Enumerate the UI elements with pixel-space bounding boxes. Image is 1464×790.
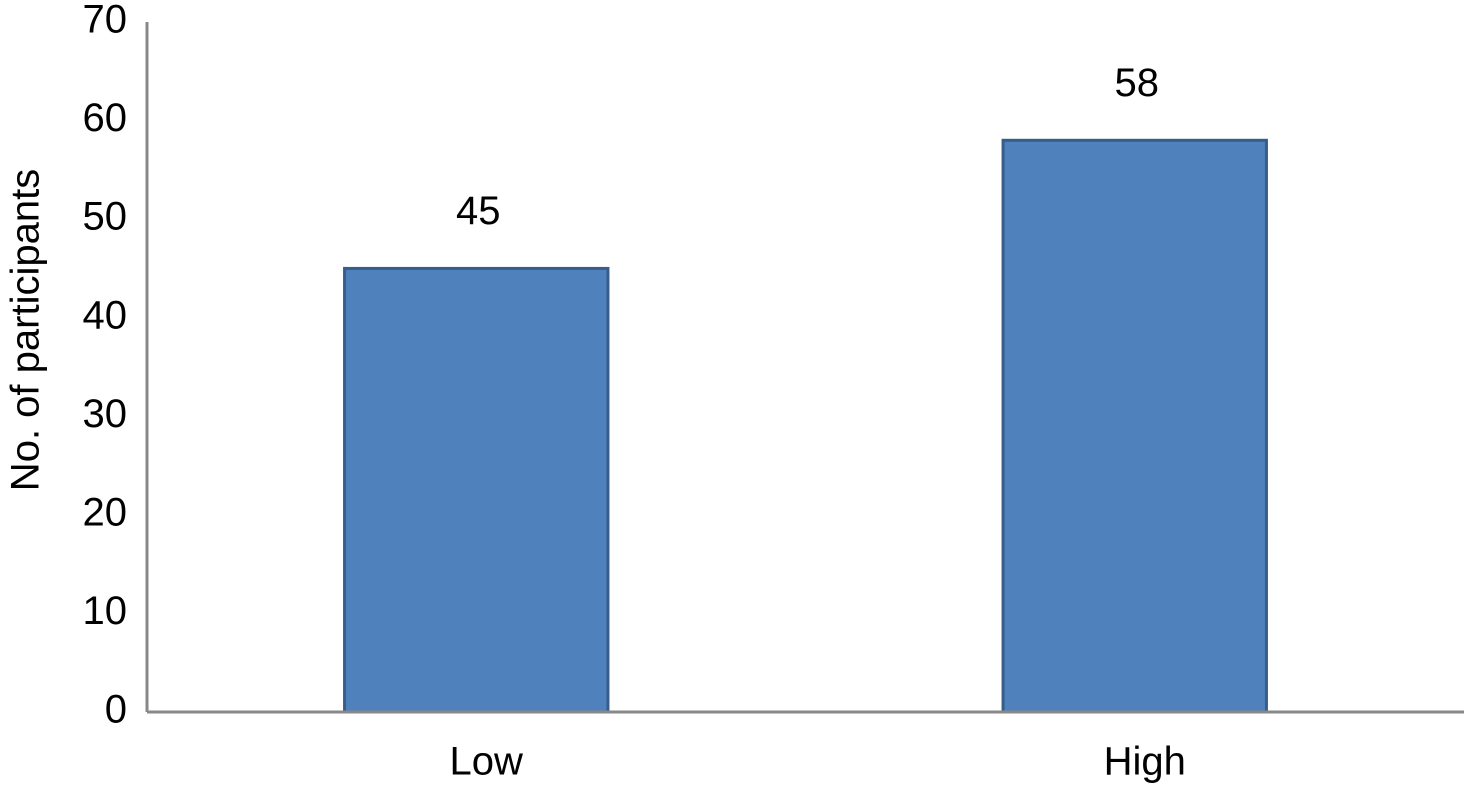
- y-tick-label: 40: [83, 293, 128, 337]
- data-label: 58: [1115, 61, 1160, 105]
- x-tick-label: High: [1104, 740, 1186, 784]
- y-tick-label: 0: [105, 688, 127, 732]
- y-tick-label: 10: [83, 589, 128, 633]
- y-tick-label: 30: [83, 392, 128, 436]
- data-label: 45: [456, 189, 501, 233]
- y-tick-label: 70: [83, 0, 128, 42]
- bar: [1001, 138, 1268, 714]
- y-tick-label: 20: [83, 490, 128, 534]
- y-tick-label: 60: [83, 96, 128, 140]
- bar: [343, 266, 610, 714]
- x-tick-label: Low: [450, 740, 523, 784]
- y-axis-label: No. of participants: [4, 169, 48, 491]
- y-tick-label: 50: [83, 195, 128, 239]
